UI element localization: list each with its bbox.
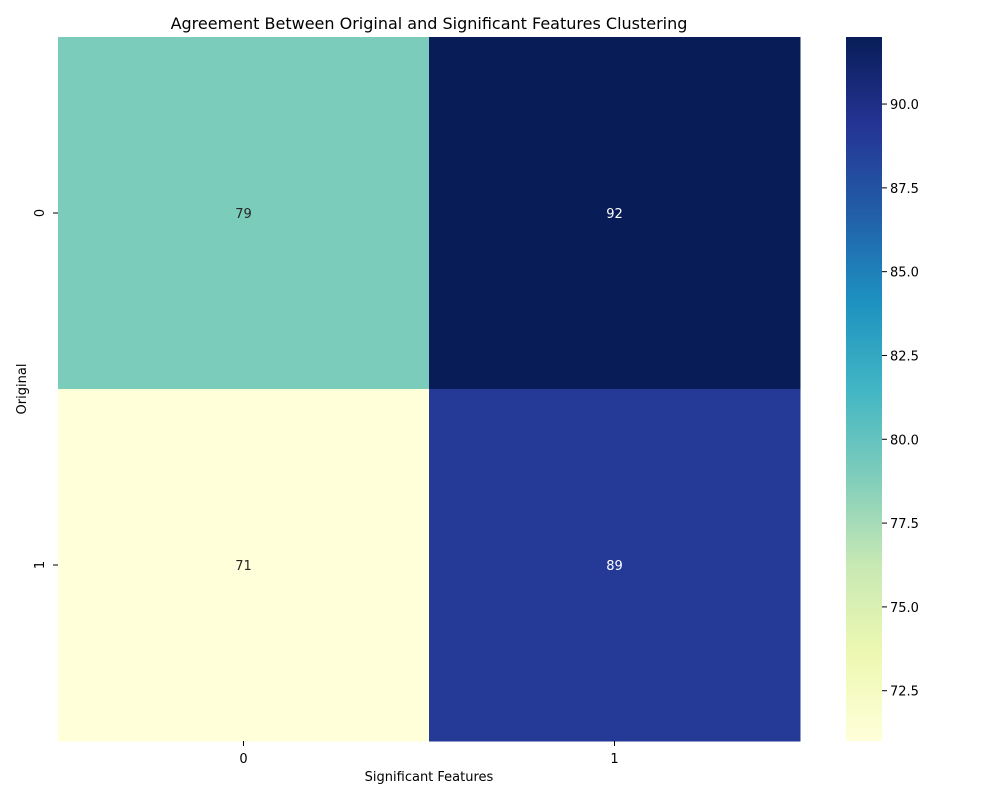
cell-annotation-1-1: 89 [606, 559, 623, 574]
y-tick-label-0: 0 [33, 209, 48, 217]
colorbar-tick-label-6: 87.5 [890, 182, 919, 197]
heatmap-cell-1-0 [58, 389, 430, 742]
x-tick-label-1: 1 [610, 752, 618, 767]
y-axis: 01 [33, 209, 58, 569]
colorbar-ticks: 72.5 75.0 77.5 80.0 82.5 85.0 87.5 90.0 [882, 98, 919, 700]
colorbar-tick-label-0: 72.5 [890, 685, 919, 700]
colorbar [846, 37, 882, 741]
heatmap-cell-1-1 [429, 389, 801, 742]
y-axis-label: Original [15, 364, 30, 415]
cell-annotation-1-0: 71 [235, 559, 252, 574]
colorbar-tick-label-7: 90.0 [890, 98, 919, 113]
colorbar-tick-label-1: 75.0 [890, 601, 919, 616]
chart-title: Agreement Between Original and Significa… [171, 14, 688, 33]
heatmap-cell-0-0 [58, 37, 430, 390]
x-axis-label: Significant Features [365, 770, 494, 785]
x-tick-label-0: 0 [239, 752, 247, 767]
colorbar-tick-label-2: 77.5 [890, 517, 919, 532]
cell-annotation-0-1: 92 [606, 207, 623, 222]
heatmap-cell-0-1 [429, 37, 801, 390]
colorbar-tick-label-4: 82.5 [890, 349, 919, 364]
heatmap-annotations: 79 92 71 89 [235, 207, 623, 574]
colorbar-tick-label-5: 85.0 [890, 266, 919, 281]
colorbar-tick-label-3: 80.0 [890, 433, 919, 448]
heatmap-cells [58, 37, 801, 742]
y-tick-label-1: 1 [33, 561, 48, 569]
cell-annotation-0-0: 79 [235, 207, 252, 222]
